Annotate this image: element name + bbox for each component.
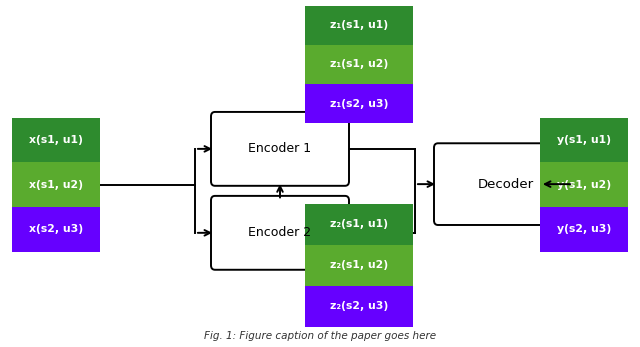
Text: z₁(s1, u2): z₁(s1, u2) <box>330 59 388 69</box>
Bar <box>305 6 413 45</box>
Bar <box>12 207 100 252</box>
Bar <box>540 162 628 207</box>
Text: z₂(s1, u1): z₂(s1, u1) <box>330 219 388 229</box>
Text: Decoder: Decoder <box>477 178 534 191</box>
Bar <box>305 45 413 84</box>
FancyBboxPatch shape <box>211 196 349 270</box>
Bar <box>305 286 413 327</box>
Text: z₁(s1, u1): z₁(s1, u1) <box>330 20 388 30</box>
Text: y(s1, u2): y(s1, u2) <box>557 180 611 190</box>
Bar <box>305 245 413 286</box>
Text: x(s1, u1): x(s1, u1) <box>29 135 83 145</box>
Text: x(s2, u3): x(s2, u3) <box>29 225 83 235</box>
FancyBboxPatch shape <box>211 112 349 186</box>
Bar <box>540 118 628 162</box>
Bar <box>305 84 413 123</box>
Bar <box>540 207 628 252</box>
Text: Encoder 1: Encoder 1 <box>248 142 312 155</box>
Text: z₂(s1, u2): z₂(s1, u2) <box>330 260 388 270</box>
Text: y(s2, u3): y(s2, u3) <box>557 225 611 235</box>
FancyBboxPatch shape <box>434 143 577 225</box>
Text: y(s1, u1): y(s1, u1) <box>557 135 611 145</box>
Text: x(s1, u2): x(s1, u2) <box>29 180 83 190</box>
Text: Encoder 2: Encoder 2 <box>248 226 312 239</box>
Text: Fig. 1: Figure caption of the paper goes here: Fig. 1: Figure caption of the paper goes… <box>204 331 436 341</box>
Bar <box>12 162 100 207</box>
Text: z₁(s2, u3): z₁(s2, u3) <box>330 99 388 109</box>
Text: z₂(s2, u3): z₂(s2, u3) <box>330 301 388 311</box>
Bar <box>12 118 100 162</box>
Bar <box>305 204 413 245</box>
